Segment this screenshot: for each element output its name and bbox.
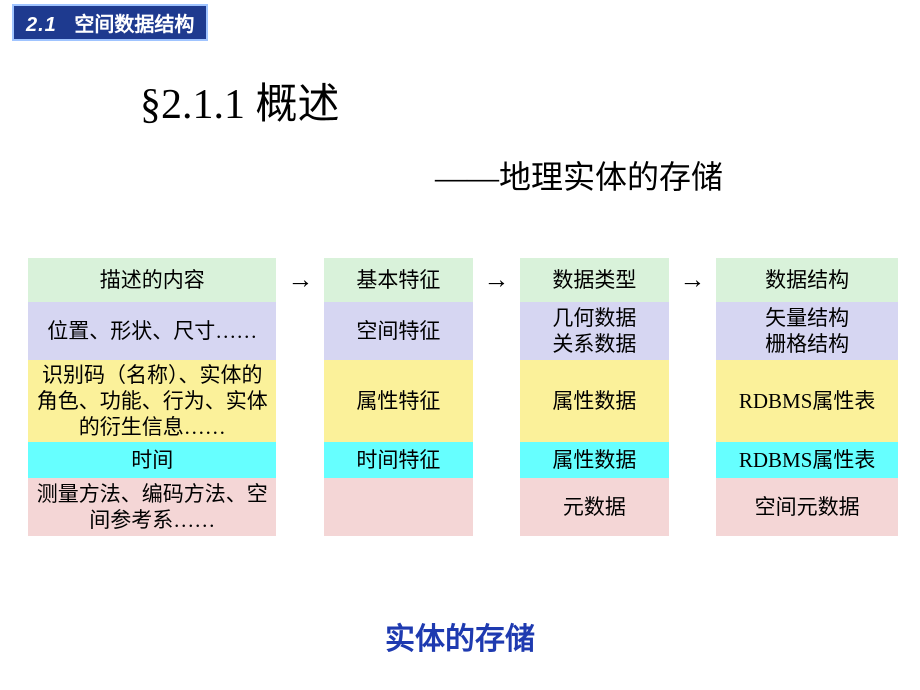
body-cell: 识别码（名称）、实体的角色、功能、行为、实体的衍生信息…… [28,360,276,442]
arrow-spacer [473,478,521,536]
arrow-spacer [669,360,717,442]
arrow-spacer [276,302,324,360]
arrow-icon: → [473,258,521,302]
arrow-spacer [669,442,717,478]
body-cell: RDBMS属性表 [716,360,898,442]
body-cell: 属性特征 [324,360,472,442]
body-cell: 空间特征 [324,302,472,360]
body-cell: 矢量结构栅格结构 [716,302,898,360]
arrow-spacer [669,302,717,360]
chapter-badge: 2.1 空间数据结构 [12,4,208,41]
body-cell: 位置、形状、尺寸…… [28,302,276,360]
arrow-icon: → [276,258,324,302]
concept-grid: 描述的内容 → 基本特征 → 数据类型 → 数据结构 位置、形状、尺寸…… 空间… [28,258,898,536]
slide-title: §2.1.1 概述 [140,70,340,131]
body-cell: 时间 [28,442,276,478]
body-row: 识别码（名称）、实体的角色、功能、行为、实体的衍生信息…… 属性特征 属性数据 … [28,360,898,442]
arrow-spacer [669,478,717,536]
slide-subtitle: ——地理实体的存储 [435,152,723,198]
arrow-icon: → [669,258,717,302]
header-cell: 数据类型 [520,258,668,302]
arrow-spacer [276,360,324,442]
body-cell: 时间特征 [324,442,472,478]
body-cell: 测量方法、编码方法、空间参考系…… [28,478,276,536]
chapter-title: 空间数据结构 [74,14,194,36]
arrow-spacer [276,442,324,478]
header-row: 描述的内容 → 基本特征 → 数据类型 → 数据结构 [28,258,898,302]
header-cell: 数据结构 [716,258,898,302]
body-cell: RDBMS属性表 [716,442,898,478]
arrow-spacer [473,442,521,478]
body-cell: 元数据 [520,478,668,536]
arrow-spacer [276,478,324,536]
bottom-label: 实体的存储 [0,614,920,658]
arrow-spacer [473,302,521,360]
header-cell: 基本特征 [324,258,472,302]
body-cell: 属性数据 [520,360,668,442]
chapter-num: 2.1 [26,14,57,36]
body-row: 测量方法、编码方法、空间参考系…… 元数据 空间元数据 [28,478,898,536]
header-cell: 描述的内容 [28,258,276,302]
body-cell: 几何数据关系数据 [520,302,668,360]
arrow-spacer [473,360,521,442]
body-cell: 属性数据 [520,442,668,478]
body-cell: 空间元数据 [716,478,898,536]
body-row: 时间 时间特征 属性数据 RDBMS属性表 [28,442,898,478]
body-row: 位置、形状、尺寸…… 空间特征 几何数据关系数据 矢量结构栅格结构 [28,302,898,360]
body-cell [324,478,472,536]
